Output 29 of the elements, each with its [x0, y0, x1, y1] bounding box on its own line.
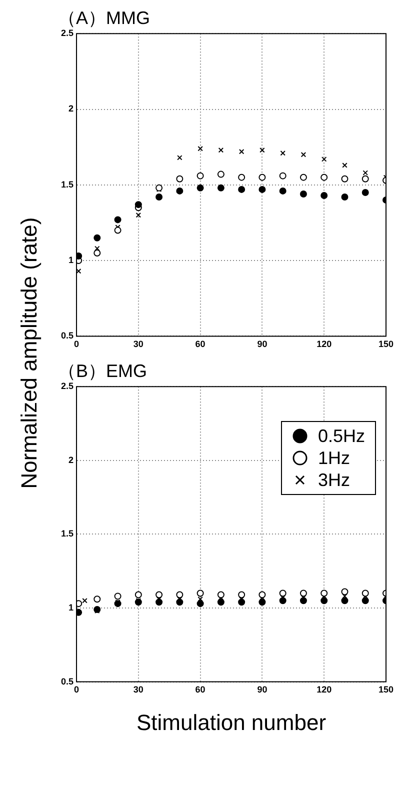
x-tick-label: 30: [133, 684, 144, 695]
x-tick-label: 90: [257, 339, 268, 350]
y-tick-label: 2: [68, 454, 74, 465]
x-tick-label: 120: [316, 684, 332, 695]
y-tick-label: 1: [68, 255, 74, 266]
x-tick-label: 60: [195, 684, 206, 695]
y-tick-label: 1: [68, 602, 74, 612]
legend-label: 0.5Hz: [318, 426, 365, 446]
x-tick-label: 150: [378, 339, 394, 350]
x-tick-label: 30: [133, 339, 144, 350]
y-tick-label: 0.5: [60, 330, 74, 341]
legend-label: 1Hz: [318, 448, 350, 468]
x-axis-title: Stimulation number: [136, 710, 326, 735]
x-tick-label: 0: [74, 684, 80, 695]
y-tick-label: 2: [68, 104, 74, 114]
x-tick-label: 60: [195, 339, 206, 350]
y-tick-label: 2.5: [60, 28, 74, 38]
x-tick-label: 150: [378, 684, 394, 695]
y-axis-title: Normalized amplitude (rate): [17, 217, 43, 489]
x-tick-label: 120: [316, 339, 332, 350]
y-tick-label: 1.5: [60, 528, 74, 539]
y-tick-label: 0.5: [60, 676, 74, 686]
chart-title: （A）MMG: [58, 8, 150, 28]
x-tick-label: 90: [257, 684, 268, 695]
y-tick-label: 1.5: [60, 179, 74, 190]
x-tick-label: 0: [74, 339, 80, 350]
legend-label: 3Hz: [318, 470, 350, 490]
chart-title: （B）EMG: [58, 360, 148, 381]
y-tick-label: 2.5: [60, 381, 74, 392]
